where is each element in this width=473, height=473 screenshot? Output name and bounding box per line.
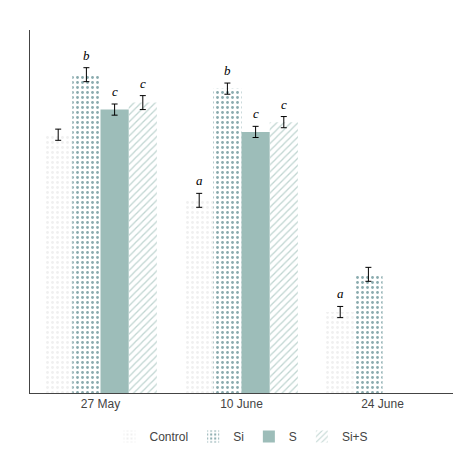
svg-text:c: c (253, 106, 259, 121)
svg-text:Si+S: Si+S (342, 430, 368, 444)
svg-text:S: S (289, 430, 297, 444)
svg-text:Si: Si (233, 430, 244, 444)
svg-text:b: b (83, 48, 90, 63)
svg-text:c: c (281, 97, 287, 112)
svg-text:10 June: 10 June (220, 397, 263, 411)
svg-text:b: b (224, 63, 231, 78)
svg-text:c: c (140, 76, 146, 91)
svg-text:c: c (112, 84, 118, 99)
svg-text:24 June: 24 June (361, 397, 404, 411)
svg-text:a: a (196, 173, 203, 188)
svg-text:Control: Control (150, 430, 189, 444)
svg-text:27 May: 27 May (81, 397, 120, 411)
svg-text:a: a (337, 286, 344, 301)
